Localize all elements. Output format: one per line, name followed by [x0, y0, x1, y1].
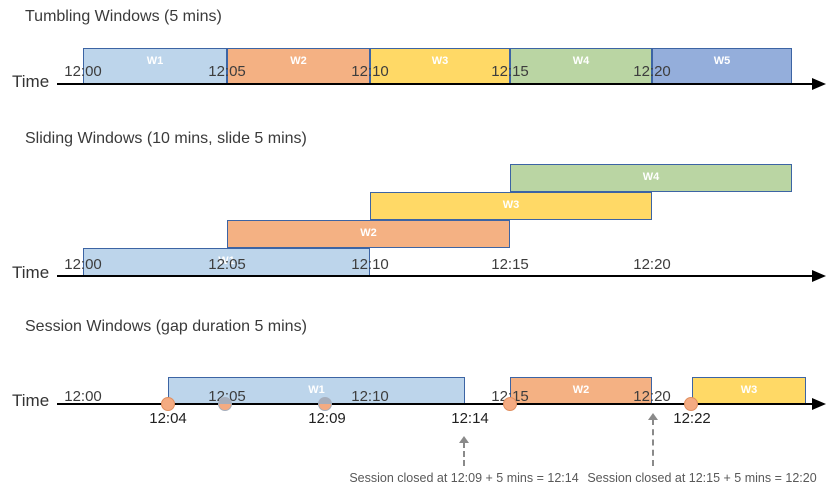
tick-label: 12:10	[351, 388, 389, 405]
timeline-sliding-windows	[57, 275, 812, 277]
window-label: W1	[146, 55, 164, 67]
session-close-arrowhead	[648, 413, 658, 420]
tick-label: 12:05	[208, 63, 246, 80]
tick-label: 12:05	[208, 256, 246, 273]
window-box-sliding-windows-w4	[510, 164, 792, 192]
window-box-sliding-windows-w3	[370, 192, 652, 220]
window-box-sliding-windows-w2	[227, 220, 510, 248]
section-title-sliding: Sliding Windows (10 mins, slide 5 mins)	[25, 130, 307, 147]
window-label: W2	[290, 55, 307, 67]
window-label: W3	[740, 384, 758, 396]
tick-label: 12:00	[64, 388, 102, 405]
section-title-tumbling: Tumbling Windows (5 mins)	[25, 8, 222, 25]
window-label: W1	[308, 384, 325, 396]
session-close-annotation: Session closed at 12:15 + 5 mins = 12:20	[587, 471, 817, 485]
timeline-arrowhead-sliding-windows	[812, 270, 826, 282]
window-box-session-windows-w2	[510, 377, 652, 405]
tick-label: 12:20	[633, 388, 671, 405]
tick-label: 12:15	[491, 63, 529, 80]
time-axis-label-session: Time	[12, 391, 50, 410]
window-label: W5	[713, 55, 731, 67]
window-label: W4	[642, 171, 660, 183]
session-close-arrowhead	[459, 436, 469, 443]
tick-label: 12:15	[491, 388, 529, 405]
timeline-arrowhead-tumbling-windows	[812, 78, 826, 90]
event-dot	[503, 397, 517, 411]
time-axis-label-tumbling: Time	[12, 72, 50, 91]
event-dot	[318, 397, 332, 411]
timeline-arrowhead-session-windows	[812, 398, 826, 410]
section-title-session: Session Windows (gap duration 5 mins)	[25, 318, 307, 335]
window-box-tumbling-windows-w4	[510, 48, 652, 85]
event-dot	[218, 397, 232, 411]
window-label: W3	[431, 55, 449, 67]
tick-label: 12:00	[64, 63, 102, 80]
event-time-label: 12:14	[451, 410, 489, 427]
window-label: W2	[572, 384, 590, 396]
event-time-label: 12:04	[149, 410, 187, 427]
window-label: W3	[502, 199, 520, 211]
tick-label: 12:00	[64, 256, 102, 273]
window-box-tumbling-windows-w1	[83, 48, 227, 85]
session-close-arrow-stem	[652, 419, 654, 466]
event-dot	[161, 397, 175, 411]
tick-label: 12:15	[491, 256, 529, 273]
session-close-arrow-stem	[463, 442, 465, 466]
window-label: W4	[572, 55, 590, 67]
window-box-tumbling-windows-w2	[227, 48, 370, 85]
time-axis-label-sliding: Time	[12, 263, 50, 282]
event-dot	[684, 397, 698, 411]
session-close-annotation: Session closed at 12:09 + 5 mins = 12:14	[349, 471, 579, 485]
tick-label: 12:10	[351, 256, 389, 273]
tick-label: 12:20	[633, 256, 671, 273]
timeline-session-windows	[57, 403, 812, 405]
tick-label: 12:05	[208, 388, 246, 405]
window-label: W2	[360, 227, 377, 239]
timeline-tumbling-windows	[57, 83, 812, 85]
tick-label: 12:20	[633, 63, 671, 80]
event-time-label: 12:22	[673, 410, 711, 427]
window-label: W1	[218, 255, 235, 267]
tick-label: 12:10	[351, 63, 389, 80]
event-time-label: 12:09	[308, 410, 346, 427]
